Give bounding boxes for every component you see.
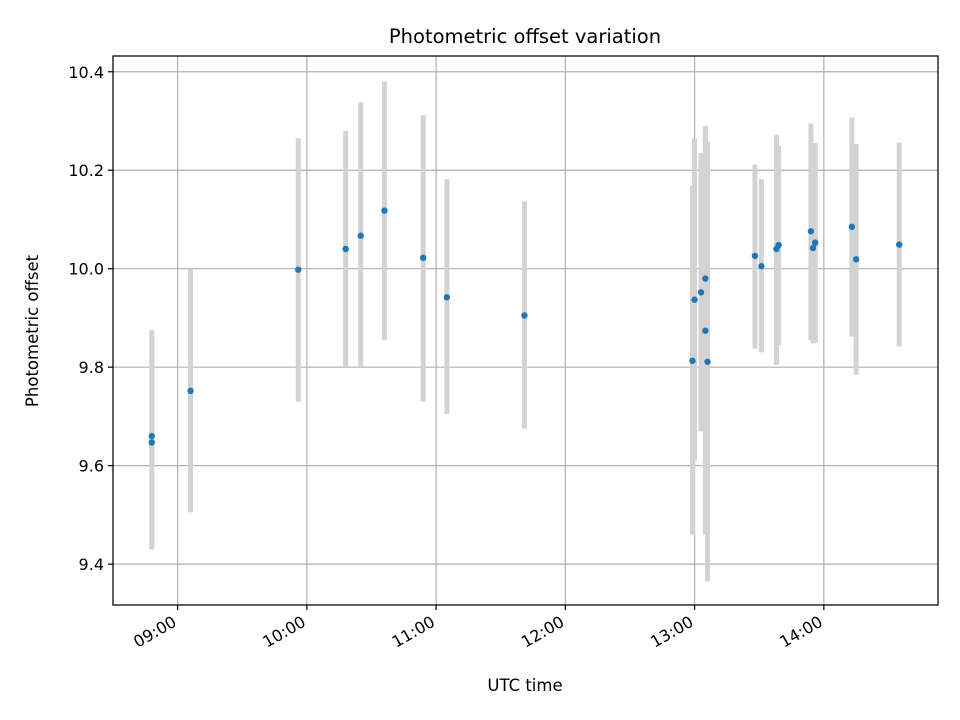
y-tick-label: 10.0 [68, 260, 104, 279]
y-axis: 9.4 9.6 9.8 10.0 10.2 10.4 [68, 63, 113, 574]
data-point [702, 327, 709, 334]
chart-title: Photometric offset variation [389, 25, 661, 48]
y-tick-label: 9.4 [79, 555, 104, 574]
data-point [419, 254, 427, 262]
y-axis-title: Photometric offset [23, 254, 42, 407]
data-point [896, 241, 903, 248]
x-axis-title: UTC time [487, 676, 562, 695]
y-tick-label: 10.4 [68, 63, 104, 82]
data-point [758, 263, 765, 270]
data-points [148, 207, 903, 446]
data-point [521, 312, 528, 319]
y-tick-label: 9.8 [79, 358, 104, 377]
data-point [751, 252, 759, 260]
data-point [852, 256, 860, 263]
data-point [812, 239, 819, 246]
data-point [443, 294, 451, 301]
data-point [691, 296, 698, 303]
data-point [809, 244, 817, 252]
data-point [704, 358, 711, 365]
data-point [342, 245, 349, 253]
data-point [148, 439, 155, 446]
data-point [702, 275, 709, 282]
data-point [357, 232, 364, 239]
y-tick-label: 10.2 [68, 161, 104, 180]
data-point [381, 207, 388, 214]
y-tick-label: 9.6 [79, 457, 104, 476]
data-point [848, 223, 856, 231]
data-point [187, 387, 194, 395]
data-point [775, 241, 782, 249]
data-point [689, 357, 696, 364]
data-point [697, 289, 705, 296]
plot-frame [112, 55, 939, 606]
data-point [807, 228, 815, 235]
data-point [148, 432, 155, 440]
data-point [295, 266, 302, 273]
